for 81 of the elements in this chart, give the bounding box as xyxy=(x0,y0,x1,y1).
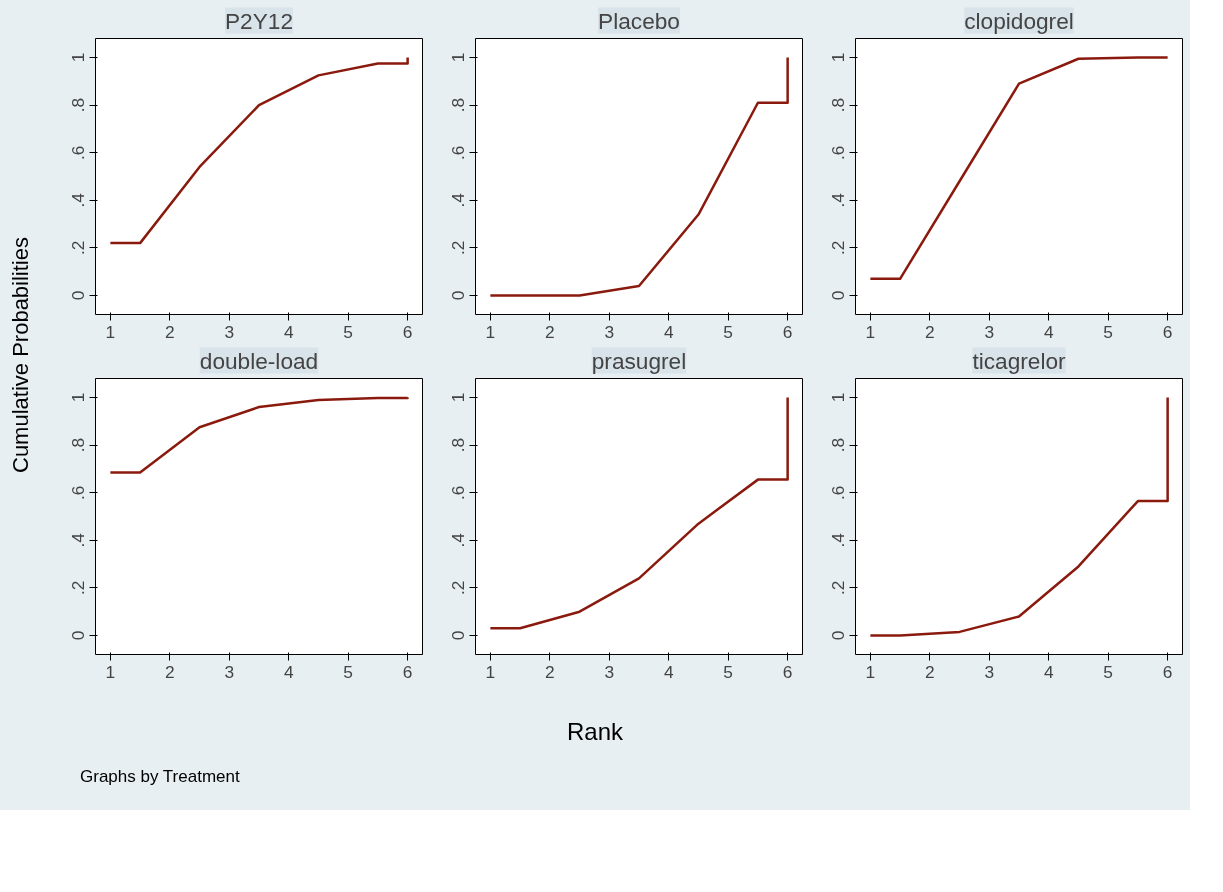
y-tick-label: .8 xyxy=(828,97,849,113)
text: Graphs by Treatment xyxy=(80,766,240,788)
x-tick-label: 2 xyxy=(925,321,935,342)
x-tick-label: 2 xyxy=(925,661,935,682)
y-tick-label: 1 xyxy=(828,52,849,63)
y-tick-label: .2 xyxy=(828,580,849,596)
y-tick-label: .4 xyxy=(828,532,849,548)
y-tick-label: .6 xyxy=(448,145,469,160)
x-axis-title: Rank xyxy=(566,717,624,747)
x-tick-label: 1 xyxy=(105,661,116,682)
x-tick-label: 6 xyxy=(782,321,793,342)
y-tick-label: .8 xyxy=(68,437,89,453)
chart-title: Placebo xyxy=(598,7,680,34)
x-tick-label: 6 xyxy=(1162,661,1173,682)
y-tick-label: .6 xyxy=(448,485,469,500)
x-tick-label: 3 xyxy=(224,661,235,682)
y-tick-label: 0 xyxy=(68,630,89,641)
y-tick-label: .4 xyxy=(448,192,469,208)
chart-title: double-load xyxy=(199,347,319,374)
x-tick-label: 4 xyxy=(283,321,294,342)
x-tick-label: 5 xyxy=(343,661,353,682)
x-tick-label: 3 xyxy=(984,661,995,682)
x-tick-label: 6 xyxy=(782,661,793,682)
y-tick-label: .8 xyxy=(828,437,849,453)
y-tick-label: 0 xyxy=(448,630,469,641)
y-tick-label: .4 xyxy=(448,532,469,548)
x-tick-label: 5 xyxy=(723,661,733,682)
y-tick-label: 1 xyxy=(68,392,89,403)
x-tick-label: 2 xyxy=(545,661,555,682)
x-tick-label: 2 xyxy=(545,321,555,342)
chart-title: clopidogrel xyxy=(964,7,1074,34)
y-tick-label: .2 xyxy=(68,240,89,256)
x-tick-label: 4 xyxy=(283,661,294,682)
y-tick-label: .4 xyxy=(68,192,89,208)
x-tick-label: 4 xyxy=(663,321,674,342)
x-tick-label: 6 xyxy=(402,321,413,342)
x-tick-label: 5 xyxy=(343,321,353,342)
x-tick-label: 2 xyxy=(165,321,175,342)
chart-title: P2Y12 xyxy=(224,7,294,34)
x-tick-label: 1 xyxy=(865,321,876,342)
x-tick-label: 3 xyxy=(604,321,615,342)
y-tick-label: .6 xyxy=(828,485,849,500)
y-tick-label: .2 xyxy=(448,580,469,596)
y-tick-label: .6 xyxy=(68,145,89,160)
y-tick-label: 1 xyxy=(68,52,89,63)
y-tick-label: .2 xyxy=(68,580,89,596)
y-tick-label: .4 xyxy=(68,532,89,548)
x-tick-label: 5 xyxy=(723,321,733,342)
x-tick-label: 6 xyxy=(402,661,413,682)
y-tick-label: .2 xyxy=(448,240,469,256)
chart-title: ticagrelor xyxy=(972,347,1067,374)
y-tick-label: .8 xyxy=(448,437,469,453)
x-tick-label: 2 xyxy=(165,661,175,682)
x-tick-label: 5 xyxy=(1103,661,1113,682)
x-tick-label: 3 xyxy=(604,661,615,682)
y-tick-label: 0 xyxy=(68,290,89,301)
y-tick-label: .6 xyxy=(68,485,89,500)
y-axis-title: Cumulative Probabilities xyxy=(7,237,34,473)
x-tick-label: 1 xyxy=(485,321,496,342)
y-tick-label: 1 xyxy=(448,392,469,403)
y-tick-label: 0 xyxy=(828,630,849,641)
y-tick-label: 0 xyxy=(448,290,469,301)
y-tick-label: .8 xyxy=(448,97,469,113)
x-tick-label: 6 xyxy=(1162,321,1173,342)
y-tick-label: 1 xyxy=(448,52,469,63)
x-tick-label: 4 xyxy=(1043,321,1054,342)
x-tick-label: 1 xyxy=(105,321,116,342)
y-tick-label: .6 xyxy=(828,145,849,160)
x-tick-label: 5 xyxy=(1103,321,1113,342)
y-tick-label: 1 xyxy=(828,392,849,403)
x-tick-label: 1 xyxy=(865,661,876,682)
x-tick-label: 3 xyxy=(224,321,235,342)
x-tick-label: 4 xyxy=(663,661,674,682)
y-tick-label: .4 xyxy=(828,192,849,208)
x-tick-label: 3 xyxy=(984,321,995,342)
chart-title: prasugrel xyxy=(591,347,687,374)
y-tick-label: 0 xyxy=(828,290,849,301)
y-tick-label: .8 xyxy=(68,97,89,113)
x-tick-label: 1 xyxy=(485,661,496,682)
y-tick-label: .2 xyxy=(828,240,849,256)
x-tick-label: 4 xyxy=(1043,661,1054,682)
